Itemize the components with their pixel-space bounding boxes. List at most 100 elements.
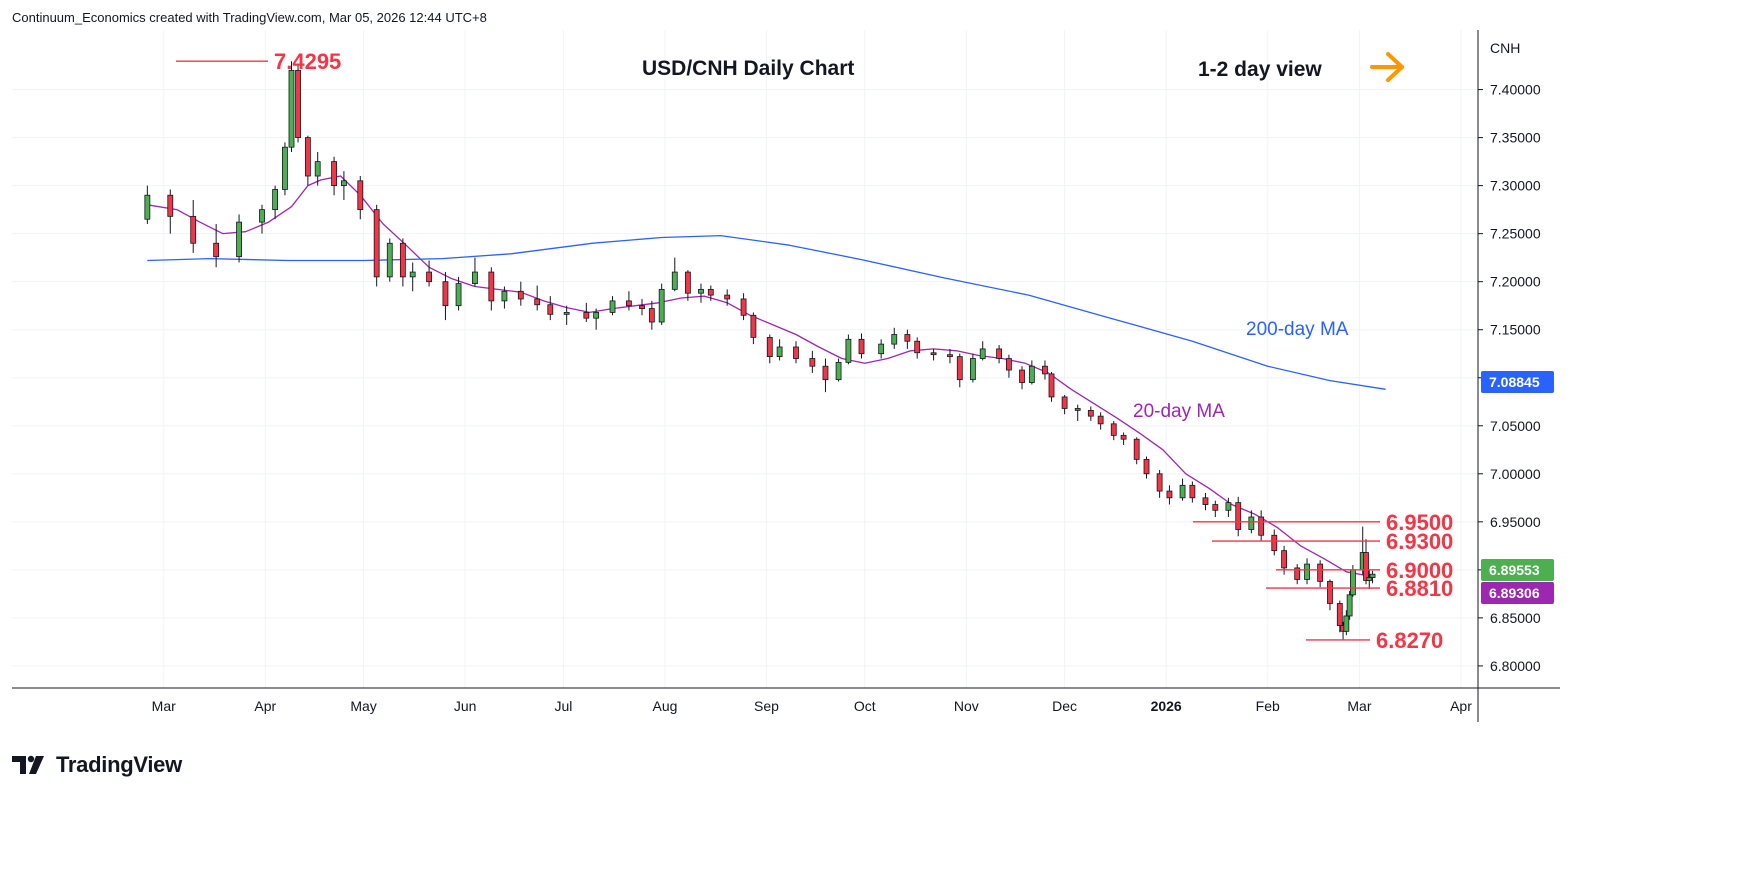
x-tick-label: May xyxy=(350,698,376,714)
candle xyxy=(707,285,714,301)
candle-body-down xyxy=(822,365,829,381)
moving-averages xyxy=(147,175,1386,578)
candle xyxy=(331,156,337,196)
y-tick-label: 7.20000 xyxy=(1490,274,1541,290)
axes xyxy=(12,30,1560,722)
candle xyxy=(996,345,1002,364)
y-tick-label: 6.80000 xyxy=(1490,658,1541,674)
candle-body-down xyxy=(1281,550,1287,569)
level-label: 7.4295 xyxy=(274,49,341,74)
candle-body-up xyxy=(1028,365,1035,383)
candle xyxy=(272,185,279,220)
candle xyxy=(724,289,731,306)
candle xyxy=(1225,497,1232,518)
candle xyxy=(891,327,898,349)
candle xyxy=(1120,432,1127,445)
y-tick-label: 7.00000 xyxy=(1490,466,1541,482)
candle-body-up xyxy=(282,146,288,190)
level-label: 6.8810 xyxy=(1386,576,1453,601)
candle xyxy=(835,358,842,382)
candle-body-down xyxy=(426,271,432,283)
candle-body-down xyxy=(1143,458,1150,475)
candle-body-up xyxy=(501,290,508,302)
candle xyxy=(1212,500,1219,518)
candle xyxy=(684,270,691,301)
candle-body-up xyxy=(1304,563,1310,580)
level-label: 6.9500 xyxy=(1386,510,1453,535)
candle-body-down xyxy=(373,209,380,278)
candle xyxy=(639,298,645,316)
candle xyxy=(1006,354,1012,378)
chart-attribution: Continuum_Economics created with Trading… xyxy=(12,10,487,25)
candle-body-up xyxy=(409,271,416,278)
candle xyxy=(1346,590,1353,620)
candle xyxy=(1028,360,1035,385)
candle xyxy=(845,334,852,365)
candle xyxy=(167,189,174,234)
candle xyxy=(341,171,347,201)
candle xyxy=(1143,456,1150,479)
candle-body-down xyxy=(517,290,524,300)
candle-body-up xyxy=(144,194,151,220)
level-label: 6.8270 xyxy=(1376,628,1443,653)
candle-body-down xyxy=(1189,484,1196,499)
tradingview-logo[interactable]: TradingView xyxy=(12,752,182,778)
candle-body-down xyxy=(626,300,632,307)
candle xyxy=(472,257,478,287)
candle-body-down xyxy=(724,294,731,300)
x-tick-label: Mar xyxy=(152,698,176,714)
candle-body-down xyxy=(1271,534,1278,552)
candle-body-up xyxy=(845,338,852,363)
candle-body-down xyxy=(1258,516,1265,536)
candle xyxy=(878,339,885,359)
candle-body-down xyxy=(304,137,311,177)
candle-body-up xyxy=(455,283,462,307)
candle xyxy=(809,350,816,373)
candle xyxy=(1235,496,1242,537)
x-axis-ticks: Mar Apr May Jun Jul Aug Sep Oct Nov Dec 2026 Feb Mar… xyxy=(152,698,1473,714)
candle-body-down xyxy=(1294,567,1301,580)
x-tick-label: Apr xyxy=(254,698,276,714)
candle xyxy=(776,339,783,361)
candle xyxy=(1343,610,1350,636)
x-tick-label: Mar xyxy=(1347,698,1371,714)
candle-body-down xyxy=(1061,396,1068,409)
price-badges: 7.08845 6.89553 6.89306 xyxy=(1481,371,1554,604)
candle xyxy=(304,135,311,186)
x-tick-label: Jul xyxy=(554,698,572,714)
x-tick-label: 2026 xyxy=(1151,698,1182,714)
candle-body-down xyxy=(914,340,921,354)
price-badge-label: 7.08845 xyxy=(1489,374,1540,390)
candle-body-down xyxy=(1363,552,1369,581)
candle xyxy=(488,267,495,311)
candle-body-down xyxy=(1166,490,1173,499)
ma200-line xyxy=(147,234,1386,390)
candle-body-down xyxy=(357,180,364,211)
candle xyxy=(409,262,416,292)
candle xyxy=(1189,481,1196,503)
candle xyxy=(904,329,911,349)
candle-body-down xyxy=(707,288,714,296)
candle xyxy=(648,300,655,330)
x-tick-label: Apr xyxy=(1450,698,1472,714)
x-tick-label: Dec xyxy=(1052,698,1077,714)
candle-body-down xyxy=(1097,415,1104,425)
level-label: 6.9300 xyxy=(1386,529,1453,554)
candle xyxy=(1019,366,1025,390)
candle-body-up xyxy=(609,300,616,313)
ma20-line xyxy=(147,175,1373,578)
candle xyxy=(501,286,508,309)
candle-body-down xyxy=(1019,369,1025,383)
grid-lines xyxy=(12,30,1478,688)
y-tick-label: 7.25000 xyxy=(1490,226,1541,242)
candle xyxy=(517,281,524,306)
candle xyxy=(1156,469,1163,498)
candle-body-down xyxy=(858,338,865,355)
candle xyxy=(1336,600,1343,633)
symbol-label: CNH xyxy=(1490,40,1520,56)
candle-body-down xyxy=(793,346,799,359)
candle-body-up xyxy=(1369,573,1376,578)
candle xyxy=(930,348,937,361)
